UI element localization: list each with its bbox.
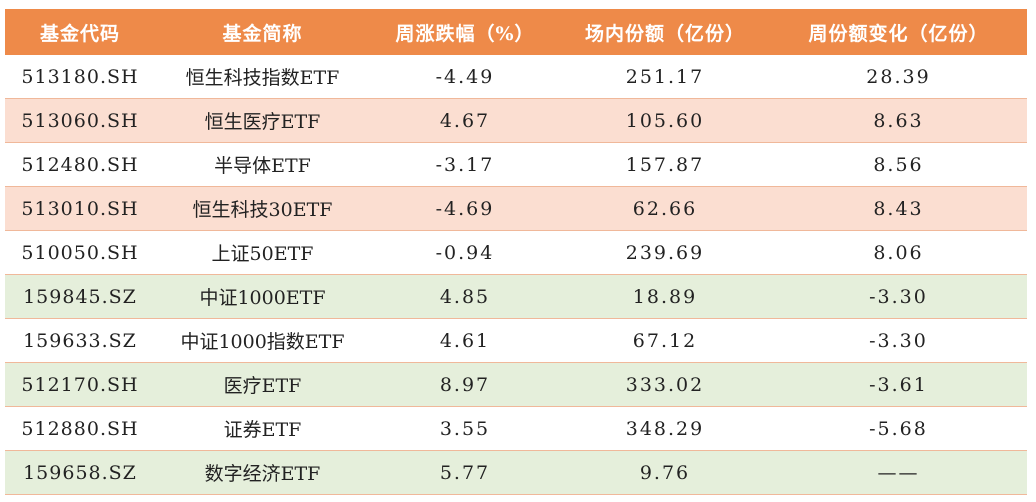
shares-cell: 62.66 (560, 186, 770, 231)
table-row: 513060.SH 恒生医疗ETF 4.67 105.60 8.63 (5, 98, 1027, 143)
weekly-change-cell: 4.67 (370, 98, 560, 143)
fund-code-cell: 510050.SH (5, 230, 155, 275)
fund-code-cell: 513010.SH (5, 186, 155, 231)
header-weekly-change: 周涨跌幅（%） (370, 9, 560, 55)
fund-name-cell: 数字经济ETF (155, 450, 370, 495)
etf-share-change-table: 基金代码 基金简称 周涨跌幅（%） 场内份额（亿份） 周份额变化（亿份） 513… (5, 9, 1027, 495)
fund-code-cell: 512480.SH (5, 142, 155, 187)
fund-name-cell: 医疗ETF (155, 362, 370, 407)
shares-cell: 18.89 (560, 274, 770, 319)
share-change-cell: 28.39 (770, 55, 1027, 99)
share-change-cell: 8.06 (770, 230, 1027, 275)
fund-code-cell: 513060.SH (5, 98, 155, 143)
share-change-cell: 8.43 (770, 186, 1027, 231)
shares-cell: 67.12 (560, 318, 770, 363)
share-change-cell: -3.30 (770, 318, 1027, 363)
shares-cell: 9.76 (560, 450, 770, 495)
fund-code-cell: 159633.SZ (5, 318, 155, 363)
weekly-change-cell: 4.61 (370, 318, 560, 363)
shares-cell: 239.69 (560, 230, 770, 275)
weekly-change-cell: -4.69 (370, 186, 560, 231)
weekly-change-cell: 8.97 (370, 362, 560, 407)
shares-cell: 348.29 (560, 406, 770, 451)
share-change-cell: -5.68 (770, 406, 1027, 451)
fund-name-cell: 中证1000指数ETF (155, 318, 370, 363)
table-row: 159658.SZ 数字经济ETF 5.77 9.76 —— (5, 450, 1027, 495)
share-change-cell: —— (770, 450, 1027, 495)
weekly-change-cell: 3.55 (370, 406, 560, 451)
fund-code-cell: 512880.SH (5, 406, 155, 451)
table-row: 159633.SZ 中证1000指数ETF 4.61 67.12 -3.30 (5, 318, 1027, 363)
weekly-change-cell: -3.17 (370, 142, 560, 187)
header-weekly-share-change: 周份额变化（亿份） (770, 9, 1027, 55)
share-change-cell: 8.63 (770, 98, 1027, 143)
shares-cell: 333.02 (560, 362, 770, 407)
table-header-row: 基金代码 基金简称 周涨跌幅（%） 场内份额（亿份） 周份额变化（亿份） (5, 9, 1027, 55)
table-row: 510050.SH 上证50ETF -0.94 239.69 8.06 (5, 230, 1027, 275)
fund-code-cell: 513180.SH (5, 55, 155, 99)
fund-code-cell: 159658.SZ (5, 450, 155, 495)
header-fund-name: 基金简称 (155, 9, 370, 55)
header-exchange-shares: 场内份额（亿份） (560, 9, 770, 55)
table-row: 512170.SH 医疗ETF 8.97 333.02 -3.61 (5, 362, 1027, 407)
fund-name-cell: 中证1000ETF (155, 274, 370, 319)
weekly-change-cell: 4.85 (370, 274, 560, 319)
table-row: 512480.SH 半导体ETF -3.17 157.87 8.56 (5, 142, 1027, 187)
shares-cell: 157.87 (560, 142, 770, 187)
fund-code-cell: 159845.SZ (5, 274, 155, 319)
weekly-change-cell: -0.94 (370, 230, 560, 275)
weekly-change-cell: 5.77 (370, 450, 560, 495)
fund-name-cell: 恒生科技指数ETF (155, 55, 370, 99)
weekly-change-cell: -4.49 (370, 55, 560, 99)
table-row: 159845.SZ 中证1000ETF 4.85 18.89 -3.30 (5, 274, 1027, 319)
header-fund-code: 基金代码 (5, 9, 155, 55)
shares-cell: 105.60 (560, 98, 770, 143)
fund-name-cell: 恒生科技30ETF (155, 186, 370, 231)
table-row: 513180.SH 恒生科技指数ETF -4.49 251.17 28.39 (5, 55, 1027, 99)
fund-code-cell: 512170.SH (5, 362, 155, 407)
shares-cell: 251.17 (560, 55, 770, 99)
fund-name-cell: 证券ETF (155, 406, 370, 451)
table-row: 512880.SH 证券ETF 3.55 348.29 -5.68 (5, 406, 1027, 451)
table-row: 513010.SH 恒生科技30ETF -4.69 62.66 8.43 (5, 186, 1027, 231)
fund-name-cell: 半导体ETF (155, 142, 370, 187)
share-change-cell: 8.56 (770, 142, 1027, 187)
share-change-cell: -3.30 (770, 274, 1027, 319)
share-change-cell: -3.61 (770, 362, 1027, 407)
fund-name-cell: 上证50ETF (155, 230, 370, 275)
fund-name-cell: 恒生医疗ETF (155, 98, 370, 143)
